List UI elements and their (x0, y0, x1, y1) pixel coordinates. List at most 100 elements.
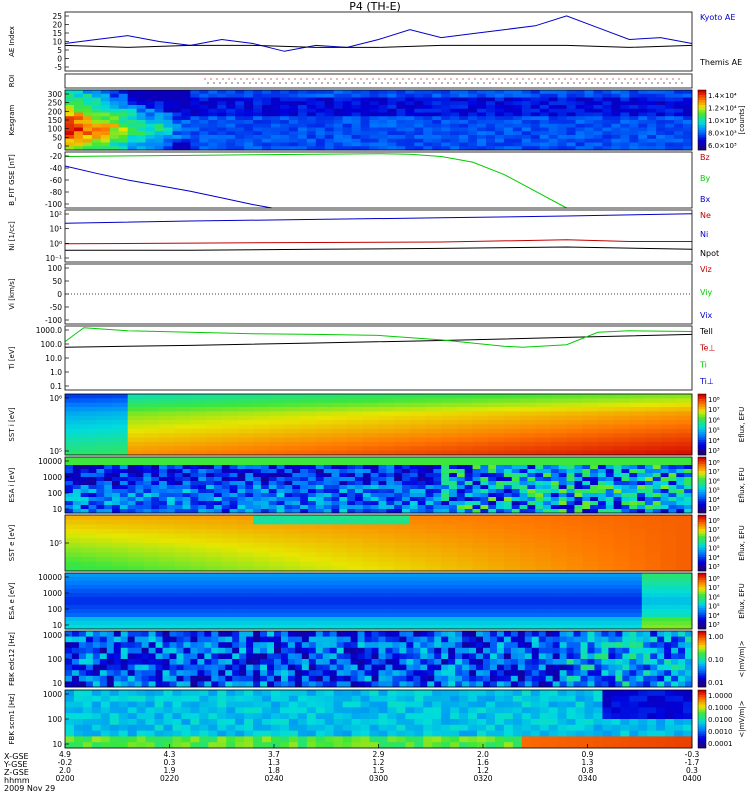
fbk-edc12-heatmap-cell (99, 636, 108, 643)
esa-ion-heatmap-cell (644, 509, 654, 514)
fbk-edc12-heatmap-cell (329, 653, 338, 660)
fbk-scm1-heatmap-cell (127, 742, 138, 749)
fbk-edc12-heatmap-cell (329, 642, 338, 649)
kesgram-heatmap-cell (414, 138, 424, 143)
fbk-edc12-heatmap-cell (427, 642, 435, 649)
sst-electron-heatmap-cell (362, 547, 379, 553)
esa-ion-heatmap-cell (684, 477, 693, 482)
esa-electron-heatmap-cell (152, 625, 166, 630)
fbk-edc12-heatmap-cell (211, 636, 219, 643)
kesgram-heatmap-cell (181, 93, 191, 98)
sst-ion-heatmap-cell (644, 411, 662, 417)
fbk-edc12-heatmap-cell (629, 681, 637, 688)
esa-ion-heatmap-cell (621, 493, 630, 498)
esa-ion-heatmap-cell (402, 489, 411, 494)
esa-electron-heatmap-cell (102, 617, 116, 622)
fbk-edc12-heatmap-cell (267, 642, 275, 649)
esa-electron-heatmap-cell (140, 621, 154, 626)
sst-ion-heatmap-cell (284, 441, 301, 447)
fbk-edc12-heatmap-cell (650, 659, 658, 665)
esa-electron-heatmap-cell (453, 585, 467, 590)
fbk-edc12-heatmap-cell (559, 681, 567, 688)
kesgram-heatmap-cell (477, 120, 487, 125)
sst-electron-heatmap-cell (503, 529, 520, 535)
fbk-edc12-heatmap-cell (308, 653, 317, 660)
kesgram-heatmap-cell (557, 116, 567, 121)
sst-ion-heatmap-cell (425, 437, 442, 443)
sst-ion-heatmap-cell (127, 441, 144, 447)
sst-electron-heatmap-cell (660, 557, 677, 563)
sst-electron-heatmap-cell (441, 524, 458, 530)
fbk-edc12-heatmap-cell (183, 681, 191, 688)
esa-ion-heatmap-cell (159, 481, 168, 486)
fbk-edc12-heatmap-cell (657, 675, 665, 682)
esa-ion-heatmap-cell (535, 497, 544, 502)
kesgram-heatmap-cell (629, 120, 639, 125)
fbk-edc12-heatmap-cell (427, 659, 435, 665)
esa-electron-heatmap-cell (591, 577, 605, 582)
sst-ion-heatmap-cell (597, 415, 615, 421)
esa-ion-heatmap-cell (104, 497, 113, 502)
esa-ion-heatmap-cell (143, 505, 152, 510)
esa-electron-heatmap-cell (140, 585, 154, 590)
fbk-edc12-heatmap-cell (350, 642, 358, 649)
kesgram-heatmap-cell (65, 116, 75, 121)
fbk-scm1-heatmap-cell (154, 730, 164, 737)
kesgram-heatmap-cell (235, 97, 245, 102)
kesgram-heatmap-cell (548, 120, 559, 125)
kesgram-heatmap-cell (450, 138, 460, 143)
esa-electron-heatmap-cell (215, 625, 229, 630)
fbk-edc12-heatmap-cell (455, 647, 463, 654)
fbk-edc12-heatmap-cell (92, 631, 101, 637)
sst-ion-heatmap-cell (378, 424, 395, 430)
fbk-edc12-heatmap-cell (392, 636, 400, 643)
esa-electron-heatmap-cell (491, 585, 505, 590)
kesgram-heatmap-cell (620, 123, 630, 128)
esa-electron-heatmap-cell (365, 581, 379, 586)
fbk-scm1-heatmap-cell (73, 695, 84, 702)
esa-ion-heatmap-cell (637, 509, 646, 514)
esa-ion-heatmap-cell (566, 473, 575, 478)
sst-ion-heatmap-cell (268, 407, 285, 412)
sst-ion-heatmap-cell (613, 437, 630, 443)
fbk-edc12-heatmap-cell (657, 647, 665, 654)
esa-ion-heatmap-cell (535, 461, 544, 466)
fbk-edc12-heatmap-cell (489, 647, 498, 654)
fbk-edc12-heatmap-cell (294, 636, 303, 643)
esa-ion-heatmap-cell (268, 493, 278, 498)
esa-electron-heatmap-cell (679, 605, 693, 610)
sst-ion-heatmap-cell (221, 407, 238, 412)
fbk-edc12-heatmap-cell (420, 647, 428, 654)
fbk-edc12-heatmap-cell (294, 664, 303, 671)
sst-electron-heatmap-cell (206, 524, 223, 530)
esa-ion-heatmap-cell (511, 457, 520, 462)
fbk-edc12-heatmap-cell (406, 675, 414, 682)
sst-ion-heatmap-cell (582, 433, 599, 438)
sst-electron-heatmap-cell (143, 561, 160, 567)
esa-ion-heatmap-cell (370, 469, 379, 474)
esa-ion-heatmap-cell (558, 501, 567, 506)
esa-ion-heatmap-cell (378, 505, 387, 510)
kesgram-heatmap-cell (656, 127, 666, 132)
fbk-edc12-heatmap-cell (350, 670, 358, 677)
fbk-edc12-heatmap-cell (580, 675, 588, 682)
esa-ion-heatmap-cell (394, 497, 403, 502)
fbk-edc12-heatmap-cell (678, 675, 686, 682)
fbk-edc12-heatmap-cell (113, 659, 122, 665)
esa-electron-heatmap-cell (315, 597, 329, 602)
esa-ion-heatmap-cell (496, 481, 505, 486)
kesgram-heatmap-cell (208, 127, 218, 132)
sst-ion-heatmap-cell (629, 394, 646, 399)
esa-electron-heatmap-cell (90, 621, 104, 626)
esa-ion-heatmap-cell (402, 505, 411, 510)
fbk-edc12-heatmap-cell (545, 631, 554, 637)
fbk-edc12-heatmap-cell (162, 631, 170, 637)
esa-ion-heatmap-cell (65, 465, 74, 470)
esa-ion-heatmap-cell (96, 465, 105, 470)
fbk-edc12-heatmap-cell (587, 647, 595, 654)
kesgram-heatmap-cell (351, 142, 361, 147)
esa-ion-heatmap-cell (135, 493, 144, 498)
esa-electron-heatmap-cell (516, 589, 530, 594)
fbk-edc12-heatmap-cell (489, 675, 498, 682)
fbk-edc12-heatmap-cell (127, 631, 136, 637)
